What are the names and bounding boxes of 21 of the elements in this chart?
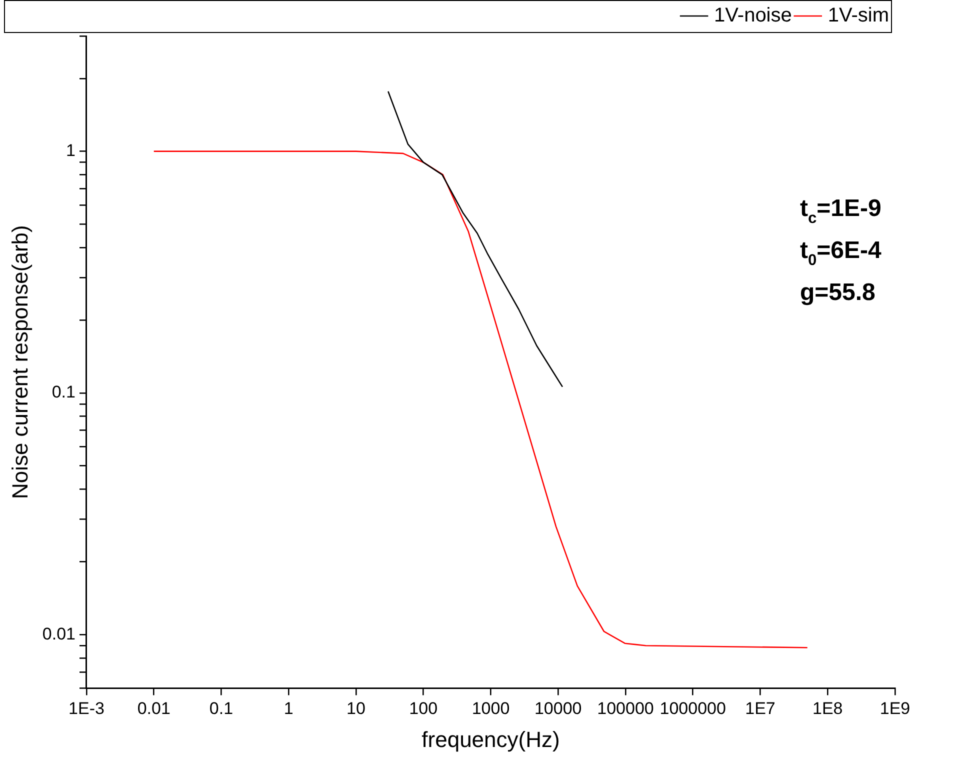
y-axis-title: Noise current response(arb) — [7, 225, 32, 500]
annotation: g=55.8 — [800, 279, 876, 306]
y-tick-label: 0.01 — [42, 624, 76, 644]
legend-label: 1V-sim — [828, 4, 889, 27]
y-tick-label: 0.1 — [52, 382, 76, 402]
x-tick-label: 10 — [346, 699, 366, 718]
x-tick-label: 100 — [409, 699, 438, 718]
x-tick-label: 100000 — [597, 699, 654, 718]
x-tick-label: 1E9 — [880, 699, 910, 718]
x-tick-label: 1E7 — [745, 699, 776, 718]
x-tick-label: 1000 — [472, 699, 510, 718]
x-tick-label: 1E-3 — [68, 699, 104, 718]
x-tick-label: 1 — [284, 699, 294, 718]
legend-label: 1V-noise — [714, 4, 792, 27]
x-tick-label: 1E8 — [812, 699, 843, 718]
x-tick-label: 10000 — [534, 699, 582, 718]
x-axis-title: frequency(Hz) — [422, 726, 560, 752]
x-tick-label: 0.1 — [209, 699, 234, 718]
x-tick-label: 0.01 — [137, 699, 170, 718]
x-tick-label: 1000000 — [660, 699, 726, 718]
y-tick-label: 1 — [66, 140, 76, 160]
